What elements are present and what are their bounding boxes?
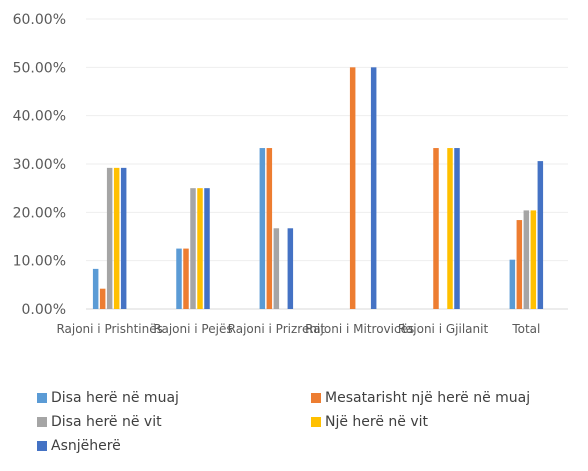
bar bbox=[516, 220, 523, 309]
bar bbox=[447, 148, 453, 309]
bar bbox=[92, 268, 99, 309]
bar bbox=[509, 259, 516, 309]
bar bbox=[454, 148, 460, 309]
bar bbox=[106, 167, 113, 309]
y-tick-label: 40.00% bbox=[13, 109, 66, 125]
x-tick-label: Total bbox=[511, 322, 540, 336]
bar bbox=[113, 167, 120, 309]
bar bbox=[349, 67, 356, 309]
bar bbox=[370, 67, 377, 309]
y-tick-label: 0.00% bbox=[22, 302, 66, 318]
y-axis: 0.00% 10.00% 20.00% 30.00% 40.00% 50.00% 60.00… bbox=[13, 12, 66, 318]
x-tick-label: Rajoni i Mitrovicës bbox=[305, 322, 414, 336]
bar bbox=[120, 167, 127, 309]
gridlines bbox=[86, 18, 568, 310]
x-tick-label: Rajoni i Prizrenit bbox=[228, 322, 326, 336]
bar bbox=[183, 248, 189, 309]
bar bbox=[537, 161, 544, 309]
y-tick-label: 60.00% bbox=[13, 12, 66, 28]
bar bbox=[197, 188, 203, 309]
bar bbox=[190, 188, 196, 309]
bar bbox=[523, 210, 530, 309]
y-tick-label: 30.00% bbox=[13, 157, 66, 173]
bar bbox=[176, 248, 182, 309]
x-tick-label: Rajoni i Pejës bbox=[153, 322, 232, 336]
bar bbox=[266, 148, 273, 309]
bar bbox=[99, 288, 106, 309]
bars bbox=[92, 67, 544, 309]
bar bbox=[433, 148, 439, 309]
y-tick-label: 50.00% bbox=[13, 60, 66, 76]
x-tick-label: Rajoni i Gjilanit bbox=[398, 322, 489, 336]
bar bbox=[273, 228, 280, 309]
x-tick-label: Rajoni i Prishtinës bbox=[56, 322, 162, 336]
y-tick-label: 10.00% bbox=[13, 254, 66, 270]
bar bbox=[204, 188, 210, 309]
y-tick-label: 20.00% bbox=[13, 205, 66, 221]
bar bbox=[259, 148, 266, 309]
bar bbox=[530, 210, 537, 309]
bar bbox=[287, 228, 294, 309]
